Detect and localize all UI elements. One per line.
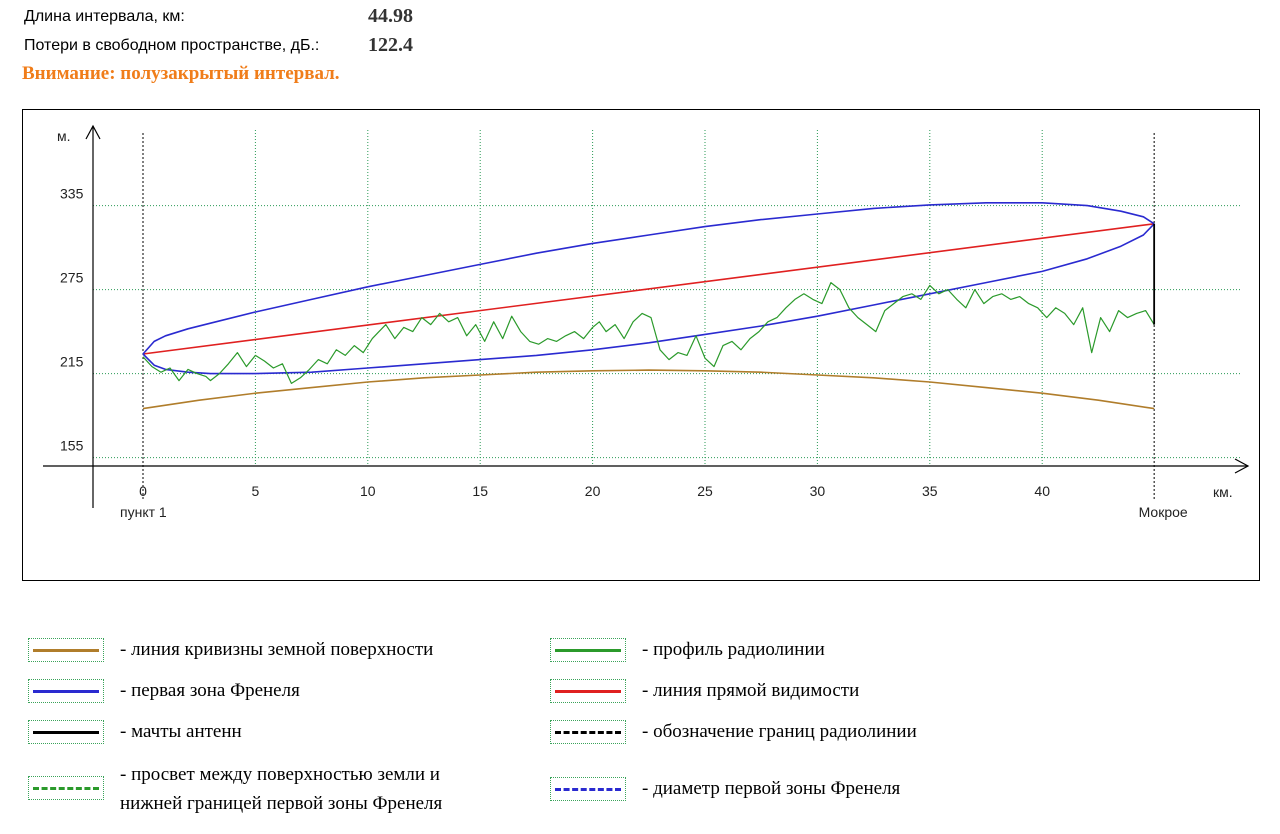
legend-swatch-bounds: [550, 720, 626, 744]
legend-label-los: - линия прямой видимости: [642, 680, 860, 701]
y-tick-label-275: 275: [60, 270, 84, 286]
x-tick-label-40: 40: [1034, 483, 1050, 499]
x-axis-arrow: [1234, 458, 1250, 474]
legend-label-bounds: - обозначение границ радиолинии: [642, 721, 917, 742]
x-tick-label-10: 10: [360, 483, 376, 499]
y-tick-label-215: 215: [60, 354, 84, 370]
legend-swatch-fresnel: [28, 679, 104, 703]
x-tick-label-15: 15: [472, 483, 488, 499]
legend-label-fresnel: - первая зона Френеля: [120, 680, 300, 701]
chart-frame: [22, 109, 1260, 581]
legend-swatch-los: [550, 679, 626, 703]
free-space-loss-label: Потери в свободном пространстве, дБ.:: [24, 37, 320, 54]
y-tick-label-335: 335: [60, 186, 84, 202]
legend-swatch-profile: [550, 638, 626, 662]
legend-swatch-mast: [28, 720, 104, 744]
series-fresnel-lower: [142, 223, 1155, 375]
x-tick-label-20: 20: [585, 483, 601, 499]
legend-label-clearance-line1: - просвет между поверхностью земли и: [120, 764, 440, 785]
warning-text: Внимание: полузакрытый интервал.: [22, 63, 340, 84]
series-earth-curvature: [142, 369, 1155, 410]
legend-label-earth: - линия кривизны земной поверхности: [120, 639, 434, 660]
legend-swatch-earth: [28, 638, 104, 662]
series-terrain-profile: [142, 282, 1155, 384]
legend-label-clearance-line2: нижней границей первой зоны Френеля: [120, 793, 443, 814]
x-tick-label-5: 5: [252, 483, 260, 499]
series-fresnel-upper: [142, 202, 1155, 355]
y-axis-label: м.: [57, 128, 71, 144]
x-tick-label-30: 30: [810, 483, 826, 499]
x-tick-label-35: 35: [922, 483, 938, 499]
legend-swatch-clearance: [28, 776, 104, 800]
y-tick-label-155: 155: [60, 438, 84, 454]
profile-chart: м. км. 155 215 275 335 0 5 10 15 20 25 30 35 40 пункт 1…: [43, 124, 1250, 520]
legend-label-mast: - мачты антенн: [120, 721, 242, 742]
x-tick-label-0: 0: [139, 483, 147, 499]
legend-swatch-fresnel-diameter: [550, 777, 626, 801]
endpoint-label-start: пункт 1: [120, 504, 167, 520]
x-axis-label: км.: [1213, 484, 1233, 500]
interval-length-label: Длина интервала, км:: [24, 8, 185, 25]
legend-label-profile: - профиль радиолинии: [642, 639, 825, 660]
x-tick-label-25: 25: [697, 483, 713, 499]
endpoint-label-end: Мокрое: [1139, 504, 1188, 520]
legend-label-fresnel-diameter: - диаметр первой зоны Френеля: [642, 778, 901, 799]
y-axis-arrow: [85, 124, 101, 140]
free-space-loss-value: 122.4: [368, 34, 413, 56]
series-line-of-sight: [142, 223, 1155, 355]
interval-length-value: 44.98: [368, 5, 413, 27]
